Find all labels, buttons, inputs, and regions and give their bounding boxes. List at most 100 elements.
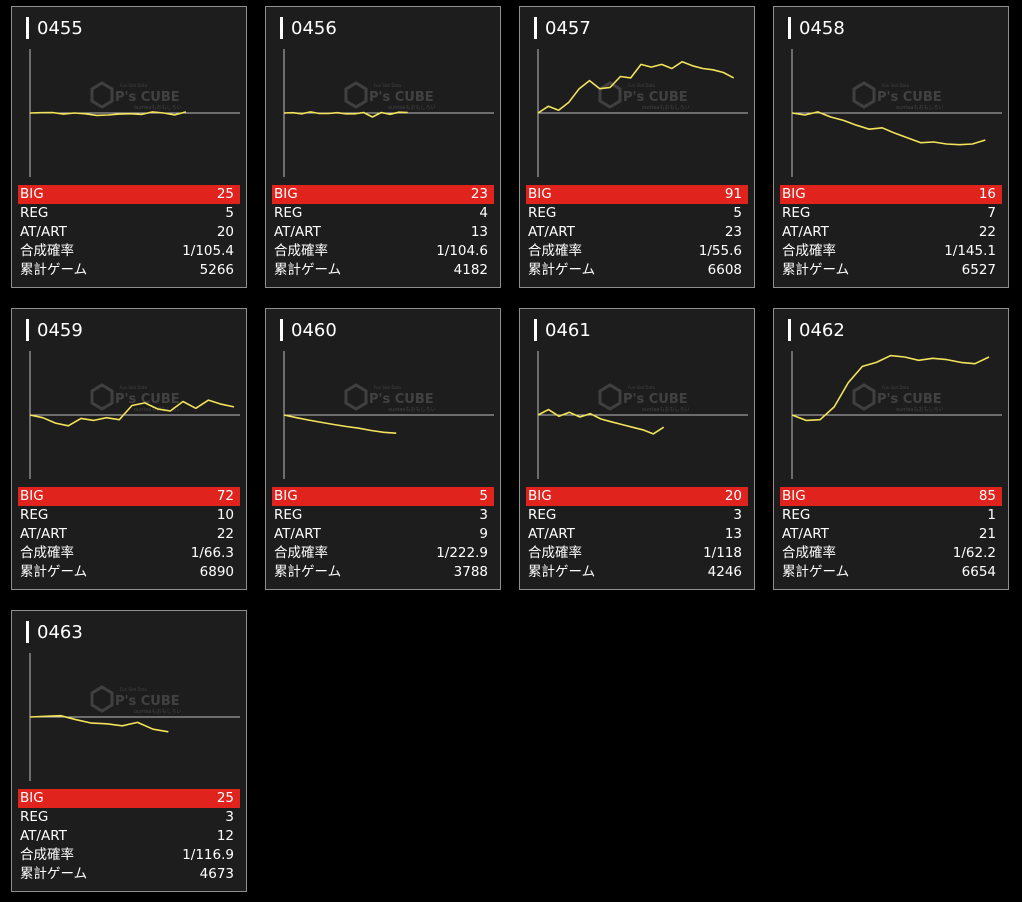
stats-table: BIG 91 REG 5 AT/ART 23 合成確率 1/55.6 累計ゲーム 6608 xyxy=(526,185,748,280)
stat-value: 3 xyxy=(479,507,488,523)
stat-label: REG xyxy=(20,809,49,825)
watermark-tagline: ounteaもおもしろい xyxy=(896,104,944,111)
machine-card[interactable]: 0463 P's CUBE Fun Slot Data ounteaもおもしろい BIG… xyxy=(11,610,247,892)
combined-probability-row: 合成確率 1/118 xyxy=(526,544,748,563)
stat-label: AT/ART xyxy=(20,224,67,240)
stat-label: AT/ART xyxy=(528,526,575,542)
cube-icon xyxy=(90,81,114,109)
at-art-row: AT/ART 9 xyxy=(272,525,494,544)
watermark-topline: Fun Slot Data xyxy=(120,83,147,88)
watermark-tagline: ounteaもおもしろい xyxy=(388,406,436,413)
total-games-row: 累計ゲーム 6527 xyxy=(780,261,1002,280)
stat-label: AT/ART xyxy=(782,526,829,542)
stat-label: 合成確率 xyxy=(274,545,328,561)
machine-header: 0459 xyxy=(26,319,236,343)
header-accent-bar xyxy=(788,17,791,39)
machine-card[interactable]: 0459 P's CUBE Fun Slot Data ounteaもおもしろい BIG… xyxy=(11,308,247,590)
machine-card[interactable]: 0460 P's CUBE Fun Slot Data ounteaもおもしろい BIG… xyxy=(265,308,501,590)
machine-card[interactable]: 0456 P's CUBE Fun Slot Data ounteaもおもしろい BIG… xyxy=(265,6,501,288)
watermark-topline: Fun Slot Data xyxy=(882,83,909,88)
stat-value: 23 xyxy=(724,224,742,240)
header-accent-bar xyxy=(26,319,29,341)
machine-header: 0455 xyxy=(26,17,236,41)
stat-label: 合成確率 xyxy=(782,243,836,259)
stat-label: 合成確率 xyxy=(528,545,582,561)
machine-number: 0461 xyxy=(545,320,591,341)
at-art-row: AT/ART 22 xyxy=(780,223,1002,242)
machine-card[interactable]: 0458 P's CUBE Fun Slot Data ounteaもおもしろい BIG… xyxy=(773,6,1009,288)
stat-value: 25 xyxy=(216,790,234,806)
combined-probability-row: 合成確率 1/145.1 xyxy=(780,242,1002,261)
stat-value: 22 xyxy=(216,526,234,542)
stat-label: BIG xyxy=(782,488,806,504)
payout-line xyxy=(283,111,408,118)
stat-label: REG xyxy=(528,507,557,523)
watermark-topline: Fun Slot Data xyxy=(628,385,655,390)
machine-header: 0462 xyxy=(788,319,998,343)
stat-value: 6527 xyxy=(961,262,996,278)
stat-label: BIG xyxy=(274,488,298,504)
machine-card[interactable]: 0457 P's CUBE Fun Slot Data ounteaもおもしろい BIG… xyxy=(519,6,755,288)
reg-row: REG 7 xyxy=(780,204,1002,223)
stat-value: 1/222.9 xyxy=(436,545,488,561)
cube-icon xyxy=(852,383,876,411)
cube-icon xyxy=(598,383,622,411)
stat-label: 累計ゲーム xyxy=(20,262,88,278)
reg-row: REG 3 xyxy=(526,506,748,525)
stat-label: 合成確率 xyxy=(782,545,836,561)
stat-label: 累計ゲーム xyxy=(274,262,342,278)
big-row: BIG 20 xyxy=(526,487,748,506)
watermark-topline: Fun Slot Data xyxy=(882,385,909,390)
header-accent-bar xyxy=(280,17,283,39)
machine-card[interactable]: 0462 P's CUBE Fun Slot Data ounteaもおもしろい BIG… xyxy=(773,308,1009,590)
stat-label: AT/ART xyxy=(782,224,829,240)
combined-probability-row: 合成確率 1/66.3 xyxy=(18,544,240,563)
stat-label: 累計ゲーム xyxy=(782,262,850,278)
payout-line xyxy=(29,399,235,427)
watermark-brand: P's CUBE xyxy=(623,90,688,105)
stat-label: BIG xyxy=(20,488,44,504)
watermark-topline: Fun Slot Data xyxy=(120,687,147,692)
total-games-row: 累計ゲーム 4246 xyxy=(526,563,748,582)
stat-label: REG xyxy=(782,205,811,221)
stat-value: 5 xyxy=(225,205,234,221)
stat-value: 1/66.3 xyxy=(190,545,234,561)
watermark-tagline: ounteaもおもしろい xyxy=(134,708,182,715)
stat-label: 合成確率 xyxy=(20,243,74,259)
stat-label: AT/ART xyxy=(274,224,321,240)
total-games-row: 累計ゲーム 6608 xyxy=(526,261,748,280)
big-row: BIG 25 xyxy=(18,789,240,808)
stat-label: BIG xyxy=(20,790,44,806)
stats-table: BIG 20 REG 3 AT/ART 13 合成確率 1/118 累計ゲーム 4246 xyxy=(526,487,748,582)
header-accent-bar xyxy=(280,319,283,341)
reg-row: REG 10 xyxy=(18,506,240,525)
watermark-topline: Fun Slot Data xyxy=(628,83,655,88)
at-art-row: AT/ART 13 xyxy=(526,525,748,544)
machine-header: 0463 xyxy=(26,621,236,645)
watermark-topline: Fun Slot Data xyxy=(120,385,147,390)
reg-row: REG 5 xyxy=(18,204,240,223)
at-art-row: AT/ART 23 xyxy=(526,223,748,242)
machine-card[interactable]: 0455 P's CUBE Fun Slot Data ounteaもおもしろい BIG… xyxy=(11,6,247,288)
stat-label: 累計ゲーム xyxy=(274,564,342,580)
stat-value: 21 xyxy=(978,526,996,542)
stat-label: BIG xyxy=(782,186,806,202)
stats-table: BIG 16 REG 7 AT/ART 22 合成確率 1/145.1 累計ゲーム 6527 xyxy=(780,185,1002,280)
stat-label: REG xyxy=(528,205,557,221)
stat-value: 16 xyxy=(978,186,996,202)
stat-label: 累計ゲーム xyxy=(528,564,596,580)
stat-label: 合成確率 xyxy=(20,545,74,561)
watermark-topline: Fun Slot Data xyxy=(374,385,401,390)
stat-value: 10 xyxy=(216,507,234,523)
stat-value: 22 xyxy=(978,224,996,240)
machine-header: 0460 xyxy=(280,319,490,343)
machine-card[interactable]: 0461 P's CUBE Fun Slot Data ounteaもおもしろい BIG… xyxy=(519,308,755,590)
machine-number: 0458 xyxy=(799,18,845,39)
